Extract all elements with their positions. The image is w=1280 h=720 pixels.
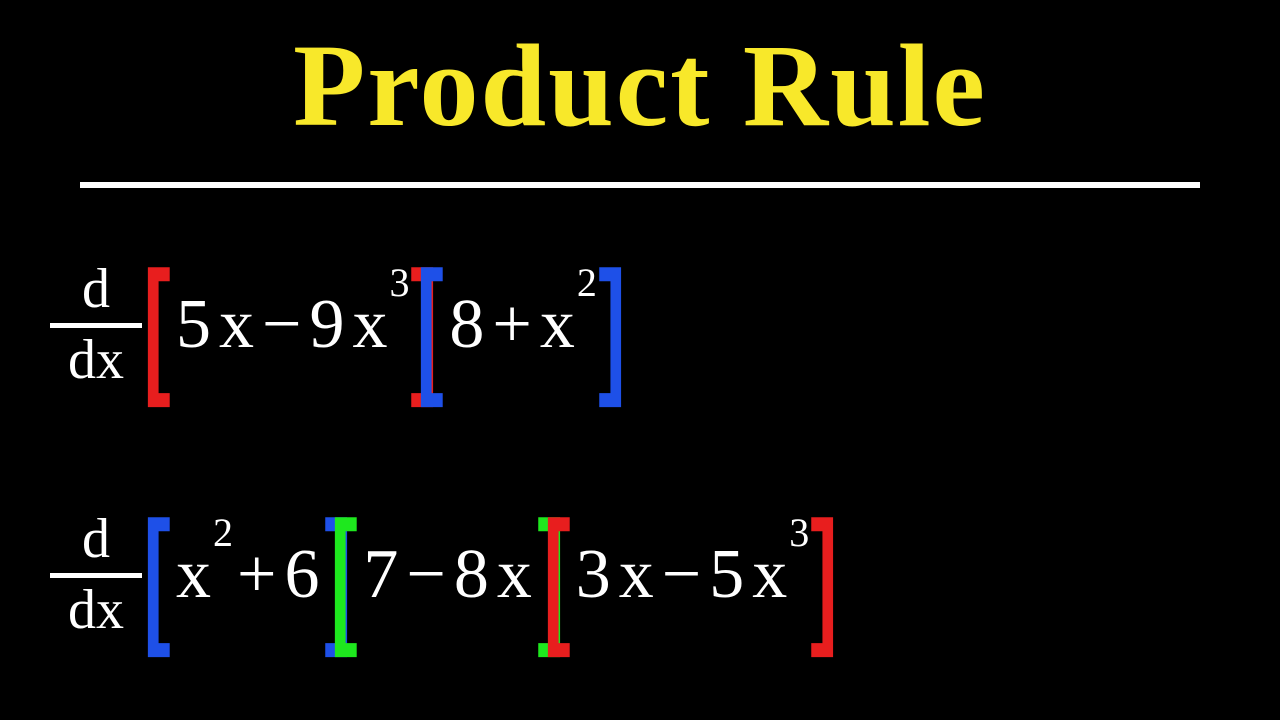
right-bracket: ] bbox=[810, 511, 837, 639]
ddx-bot: dx bbox=[68, 334, 124, 387]
ddx-bot: dx bbox=[68, 584, 124, 637]
exponent: 3 bbox=[389, 259, 409, 306]
math-token: 8 bbox=[449, 285, 484, 365]
left-bracket: [ bbox=[143, 511, 170, 639]
equation-row-2: d dx [x2+6][7−8x][3x−5x3] bbox=[50, 485, 827, 665]
math-token: − bbox=[262, 285, 301, 365]
expression: 7−8x bbox=[347, 535, 547, 615]
math-token: x bbox=[619, 535, 654, 615]
ddx-top: d bbox=[82, 513, 110, 566]
page-title: Product Rule bbox=[0, 18, 1280, 154]
expression: 8+x2 bbox=[433, 285, 608, 365]
math-token: + bbox=[237, 535, 276, 615]
derivative-operator: d dx bbox=[50, 263, 142, 386]
math-token: − bbox=[662, 535, 701, 615]
left-bracket: [ bbox=[543, 511, 570, 639]
ddx-top: d bbox=[82, 263, 110, 316]
expression: x2+6 bbox=[160, 535, 335, 615]
math-token: 6 bbox=[284, 535, 319, 615]
math-token: 8 bbox=[454, 535, 489, 615]
left-bracket: [ bbox=[331, 511, 358, 639]
right-bracket: ] bbox=[598, 261, 625, 389]
math-token: 5 bbox=[176, 285, 211, 365]
math-token: 9 bbox=[309, 285, 344, 365]
title-underline bbox=[80, 182, 1200, 188]
math-token: 3 bbox=[576, 535, 611, 615]
math-token: x bbox=[352, 285, 387, 365]
math-token: 5 bbox=[709, 535, 744, 615]
math-token: x bbox=[219, 285, 254, 365]
expression: 3x−5x3 bbox=[560, 535, 821, 615]
math-token: x bbox=[176, 535, 211, 615]
fraction-line bbox=[50, 323, 142, 328]
expression: 5x−9x3 bbox=[160, 285, 421, 365]
math-token: 7 bbox=[363, 535, 398, 615]
derivative-operator: d dx bbox=[50, 513, 142, 636]
math-token: x bbox=[540, 285, 575, 365]
row2-terms: [x2+6][7−8x][3x−5x3] bbox=[154, 511, 827, 639]
left-bracket: [ bbox=[143, 261, 170, 389]
equation-row-1: d dx [5x−9x3][8+x2] bbox=[50, 235, 615, 415]
exponent: 2 bbox=[213, 509, 233, 556]
math-token: − bbox=[406, 535, 445, 615]
math-token: x bbox=[497, 535, 532, 615]
exponent: 3 bbox=[789, 509, 809, 556]
left-bracket: [ bbox=[417, 261, 444, 389]
fraction-line bbox=[50, 573, 142, 578]
math-token: x bbox=[752, 535, 787, 615]
math-token: + bbox=[492, 285, 531, 365]
row1-terms: [5x−9x3][8+x2] bbox=[154, 261, 615, 389]
exponent: 2 bbox=[577, 259, 597, 306]
